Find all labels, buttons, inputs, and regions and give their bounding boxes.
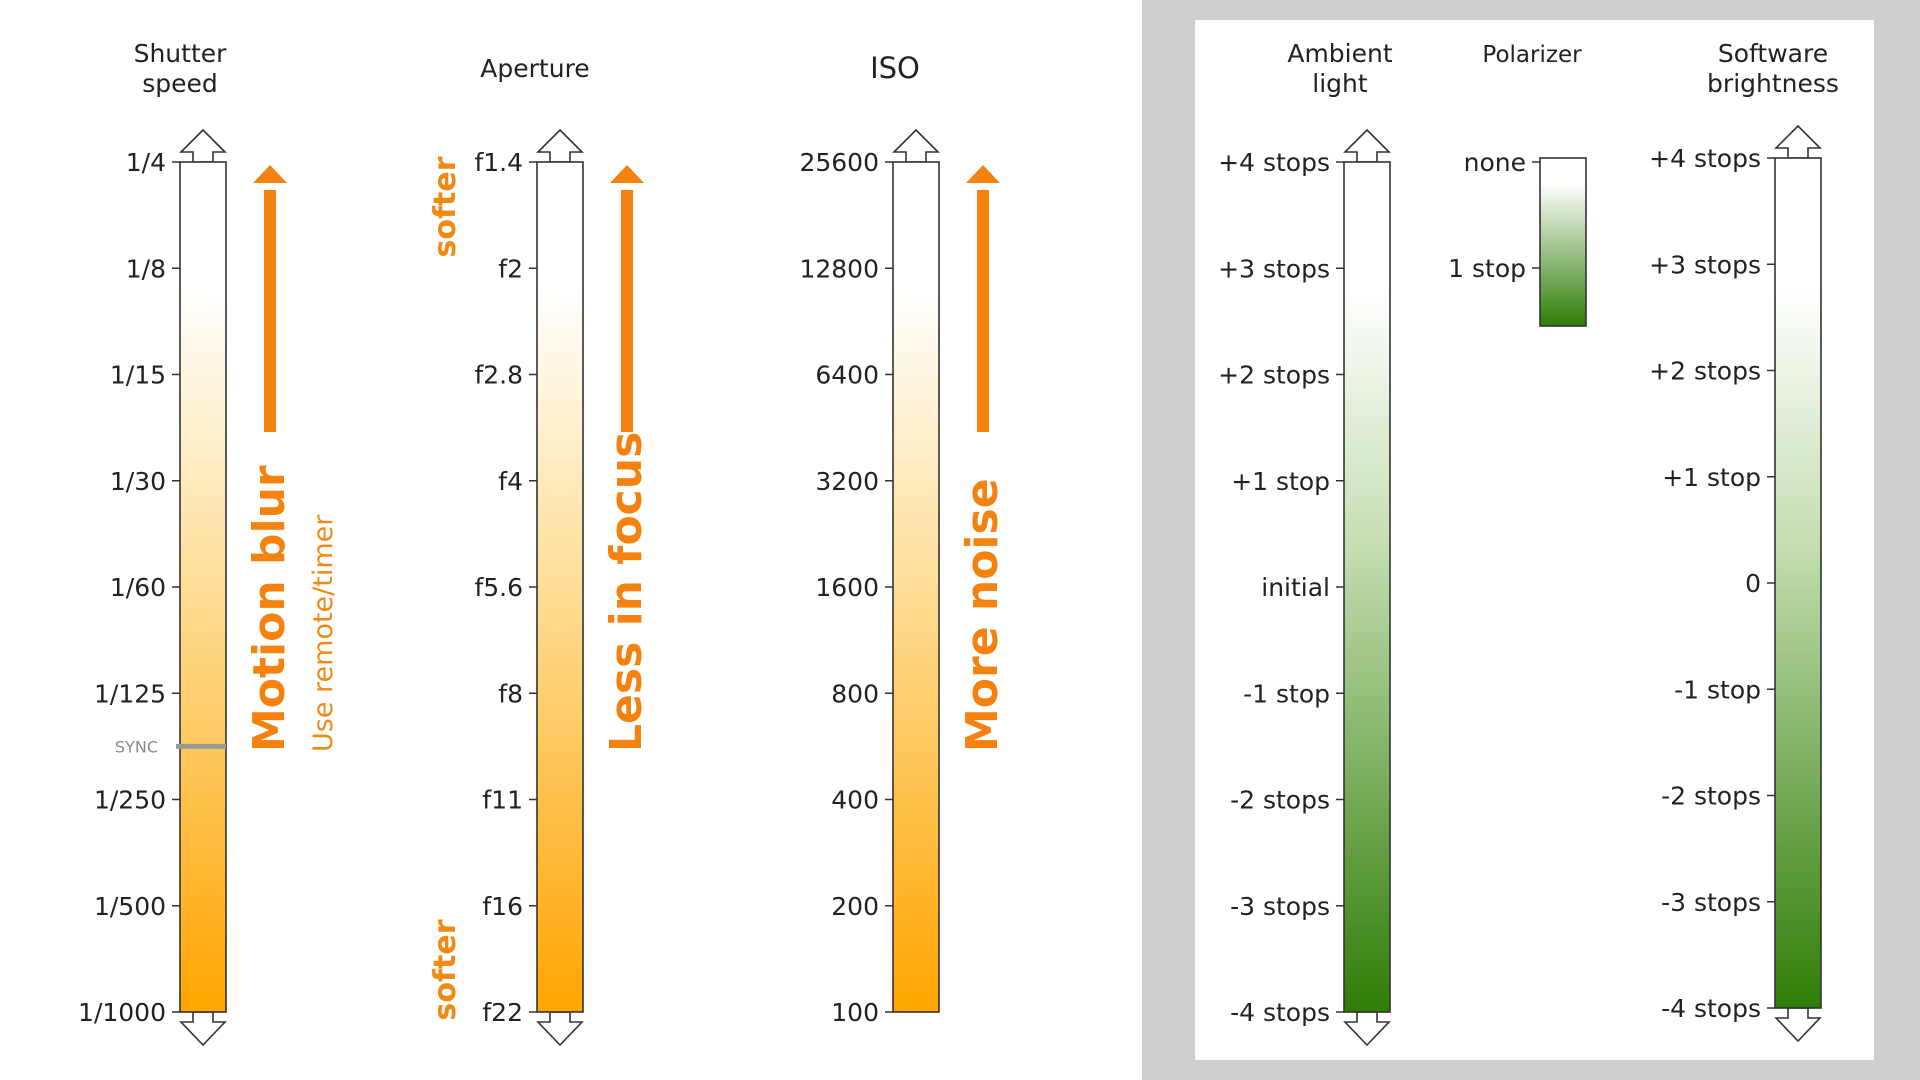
scale-title: Polarizer [1482, 42, 1582, 68]
up-arrow-icon [179, 128, 227, 163]
scale-polarizer: Polarizer none 1 stop [1448, 42, 1587, 327]
tick-label: f2.8 [474, 361, 523, 390]
tick-label: 6400 [815, 361, 879, 390]
tick-label: -4 stops [1230, 998, 1330, 1027]
tick-label: f1.4 [474, 148, 523, 177]
tick-label: 1/60 [110, 573, 166, 602]
tick-label: none [1464, 148, 1526, 177]
tick-label: f4 [498, 467, 523, 496]
tick-label: 1/125 [94, 679, 166, 708]
sync-label: SYNC [115, 737, 158, 756]
tick-label: +4 stops [1218, 148, 1330, 177]
tick-label: -2 stops [1230, 786, 1330, 815]
tick-label: -2 stops [1661, 782, 1761, 811]
tick-label: 1/8 [126, 254, 166, 283]
tick-label: +2 stops [1649, 357, 1761, 386]
up-arrow-icon [892, 128, 940, 163]
scale-title: light [1312, 69, 1368, 98]
tick-label: 1 stop [1448, 254, 1526, 283]
tick-label: f11 [482, 786, 523, 815]
tick-label: -3 stops [1661, 888, 1761, 917]
tick-label: f22 [482, 998, 523, 1027]
scale-bar [892, 161, 940, 1013]
tick-label: -3 stops [1230, 892, 1330, 921]
tick-label: -4 stops [1661, 994, 1761, 1023]
effect-arrow-head-icon [253, 165, 287, 183]
tick-label: 1600 [815, 573, 879, 602]
tick-label: f8 [498, 679, 523, 708]
up-arrow-icon [536, 128, 584, 163]
tick-label: 1/15 [110, 361, 166, 390]
scale-bar [1343, 161, 1391, 1013]
tick-label: 1/1000 [78, 998, 166, 1027]
scale-title: Shutter [134, 39, 228, 68]
effect-arrow-head-icon [966, 165, 1000, 183]
down-arrow-icon [536, 1011, 584, 1047]
tick-label: 12800 [799, 254, 879, 283]
scale-title: ISO [870, 51, 920, 85]
right-panel-card [1195, 20, 1874, 1060]
scale-aperture: Aperture f1.4 f2 f2.8 f4 f5.6 f8 f11 f16 f22 softe… [428, 54, 652, 1047]
scale-title: Aperture [480, 54, 589, 83]
scale-bar [179, 161, 227, 1013]
tick-label: +1 stop [1662, 463, 1761, 492]
effect-label: Less in focus [601, 432, 652, 752]
tick-label: +3 stops [1649, 250, 1761, 279]
down-arrow-icon [179, 1011, 227, 1047]
scale-title: brightness [1707, 69, 1839, 98]
tick-label: 100 [831, 998, 879, 1027]
tick-label: f5.6 [474, 573, 523, 602]
tick-label: +3 stops [1218, 254, 1330, 283]
effect-label: More noise [957, 478, 1008, 752]
tick-label: 25600 [799, 148, 879, 177]
tick-label: -1 stop [1674, 675, 1761, 704]
tick-label: 1/250 [94, 786, 166, 815]
tick-label: f2 [498, 254, 523, 283]
softer-label: softer [428, 919, 463, 1020]
effect-arrow-head-icon [610, 165, 644, 183]
scale-bar [1774, 157, 1822, 1009]
tick-label: 1/500 [94, 892, 166, 921]
tick-label: 800 [831, 679, 879, 708]
down-arrow-icon [1343, 1011, 1391, 1047]
up-arrow-icon [1774, 124, 1822, 159]
up-arrow-icon [1343, 128, 1391, 163]
softer-label: softer [428, 156, 463, 257]
tick-label: -1 stop [1243, 679, 1330, 708]
tick-label: +2 stops [1218, 361, 1330, 390]
tick-label: 1/30 [110, 467, 166, 496]
down-arrow-icon [1774, 1007, 1822, 1043]
tick-label: +1 stop [1231, 467, 1330, 496]
scale-title: Software [1718, 39, 1828, 68]
tick-label: f16 [482, 892, 523, 921]
tick-label: 200 [831, 892, 879, 921]
effect-label: Motion blur [244, 465, 295, 752]
tick-label: 400 [831, 786, 879, 815]
tick-label: 1/4 [126, 148, 166, 177]
secondary-effect-label: Use remote/timer [308, 514, 339, 752]
scale-title: speed [142, 69, 218, 98]
scale-bar [536, 161, 584, 1013]
tick-label: 0 [1745, 569, 1761, 598]
scale-title: Ambient [1287, 39, 1392, 68]
scale-iso: ISO 25600 12800 6400 3200 1600 800 400 200 100 Mor… [799, 51, 1008, 1027]
tick-label: +4 stops [1649, 144, 1761, 173]
tick-label: initial [1261, 573, 1330, 602]
scale-bar [1539, 157, 1587, 327]
tick-label: 3200 [815, 467, 879, 496]
